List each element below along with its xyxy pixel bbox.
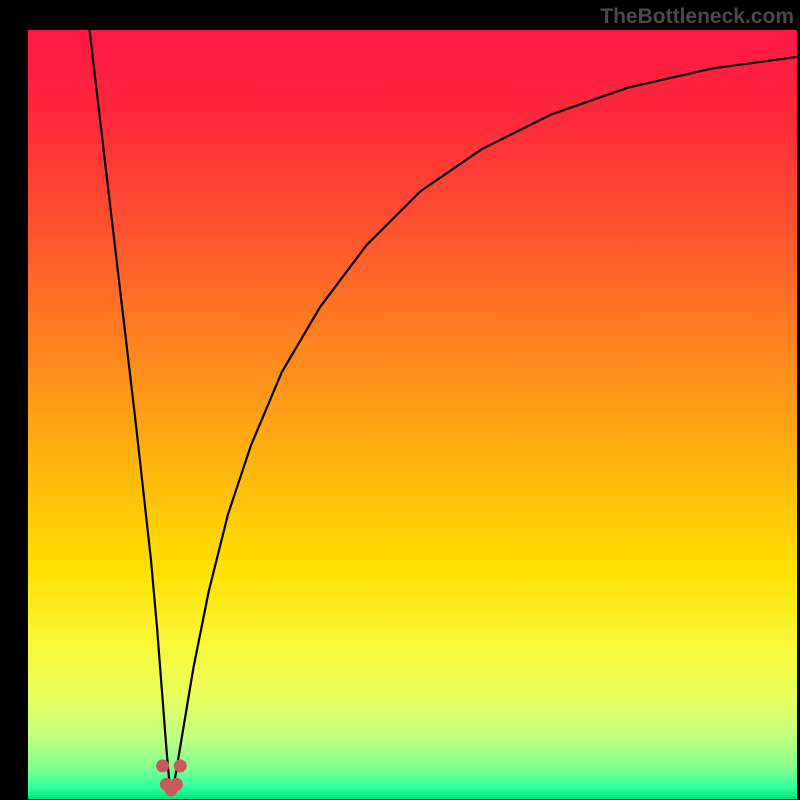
optimal-dot: [174, 759, 187, 772]
chart-svg: [28, 30, 797, 799]
chart-container: TheBottleneck.com: [0, 0, 800, 800]
optimal-dot: [156, 759, 169, 772]
gradient-background: [28, 30, 797, 799]
watermark-text: TheBottleneck.com: [600, 5, 794, 29]
optimal-dot: [165, 783, 178, 796]
plot-area: [28, 30, 797, 799]
